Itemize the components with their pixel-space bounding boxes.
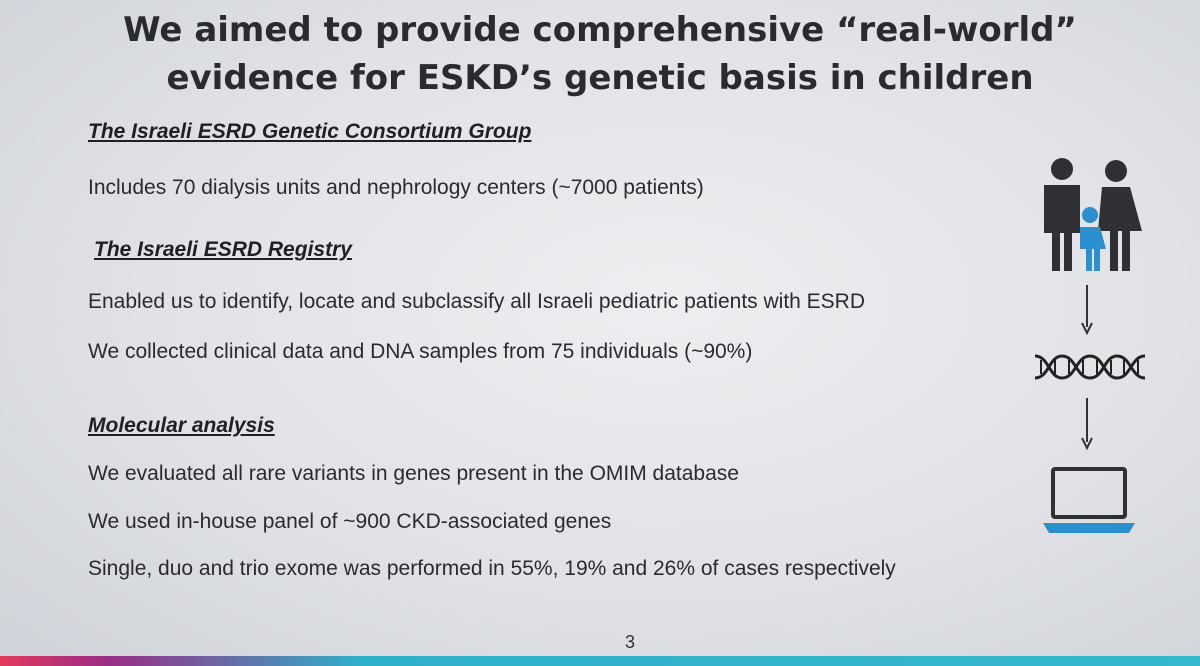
body-line: Includes 70 dialysis units and nephrolog… [88, 176, 704, 199]
dna-icon [1035, 354, 1145, 380]
title-line-1: We aimed to provide comprehensive “real-… [123, 10, 1077, 50]
body-line: Single, duo and trio exome was performed… [88, 557, 896, 580]
body-line: We evaluated all rare variants in genes … [88, 462, 739, 485]
family-icon [1044, 158, 1142, 271]
page-number: 3 [624, 632, 635, 652]
body-line: We collected clinical data and DNA sampl… [88, 340, 753, 363]
body-line: Enabled us to identify, locate and subcl… [88, 290, 866, 313]
arrow-down-icon [1081, 285, 1093, 335]
section-heading-molecular: Molecular analysis [88, 414, 275, 437]
arrow-down-icon [1081, 398, 1093, 450]
bottom-accent-bar [0, 656, 1200, 666]
slide-title: We aimed to provide comprehensive “real-… [120, 6, 1080, 102]
body-line: We used in-house panel of ~900 CKD-assoc… [88, 510, 612, 533]
laptop-icon [1043, 467, 1135, 533]
section-heading-consortium: The Israeli ESRD Genetic Consortium Grou… [88, 120, 532, 143]
section-heading-registry: The Israeli ESRD Registry [94, 238, 352, 261]
title-line-2: evidence for ESKD’s genetic basis in chi… [166, 58, 1034, 98]
